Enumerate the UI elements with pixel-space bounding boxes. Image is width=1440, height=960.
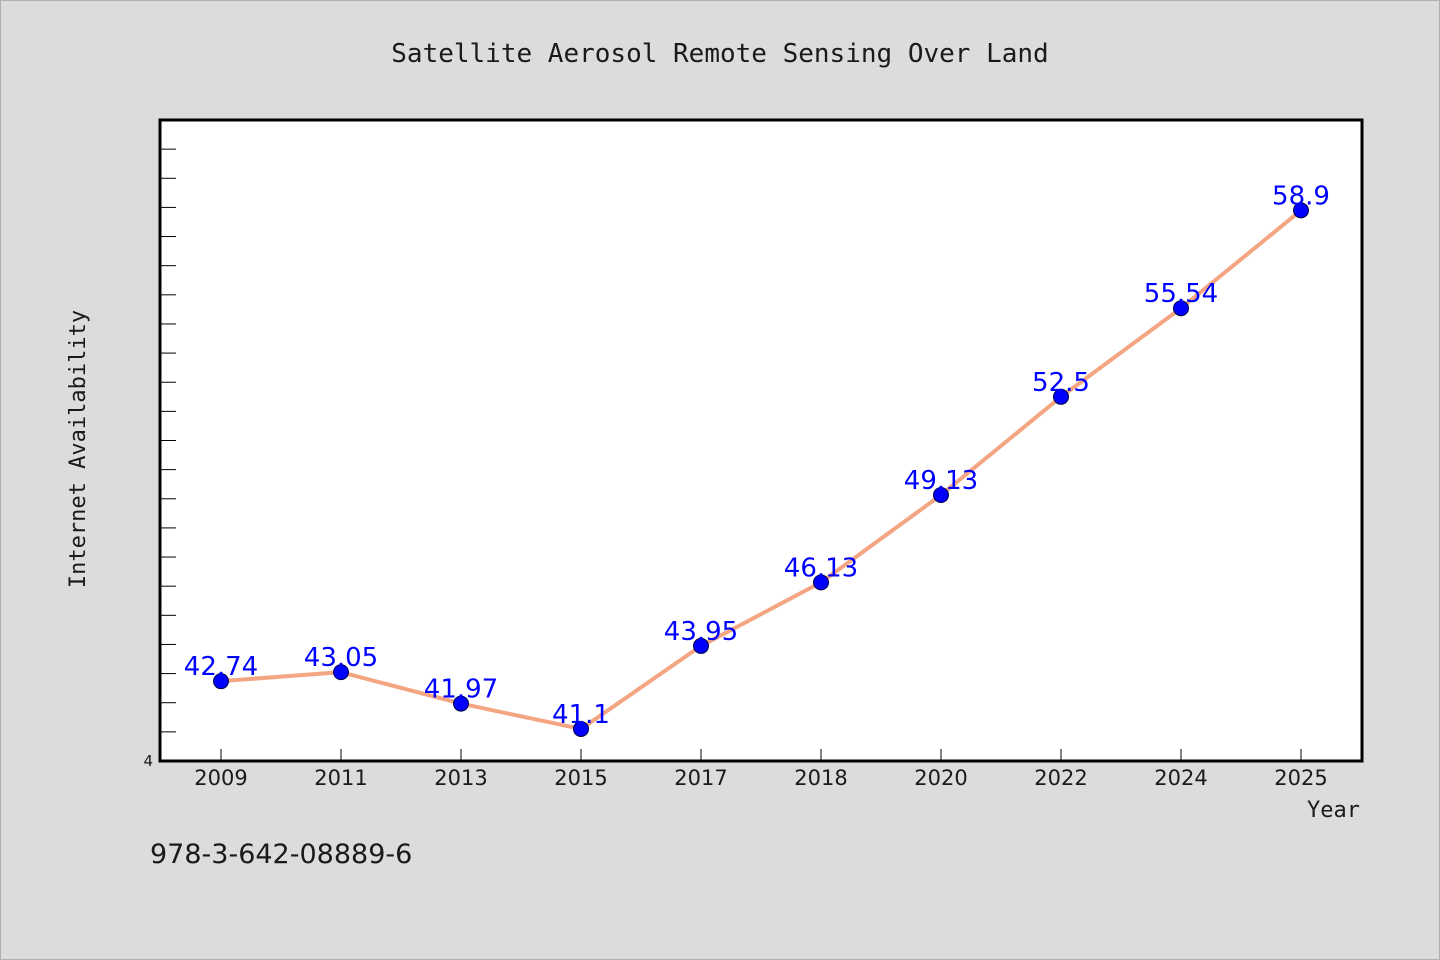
data-point-label: 43.95 xyxy=(664,617,738,647)
data-point-label: 52.5 xyxy=(1032,368,1090,398)
data-point-marker xyxy=(1053,388,1069,405)
data-point-marker xyxy=(453,695,469,712)
chart-title: Satellite Aerosol Remote Sensing Over La… xyxy=(391,39,1048,69)
data-point-label: 58.9 xyxy=(1272,181,1330,211)
data-point-marker xyxy=(573,720,589,737)
data-point-label: 49.13 xyxy=(904,466,978,496)
x-axis-label: Year xyxy=(1307,798,1360,823)
x-tick-label: 2011 xyxy=(314,766,367,790)
x-tick-label: 2024 xyxy=(1154,766,1207,790)
x-tick-label: 2015 xyxy=(554,766,607,790)
data-point-label: 41.1 xyxy=(552,700,610,730)
data-point-label: 41.97 xyxy=(424,675,498,705)
data-point-marker xyxy=(693,637,709,654)
y-axis-ticks: 4 xyxy=(143,148,176,770)
y-axis-label: Internet Availability xyxy=(66,310,91,588)
data-point-label: 46.13 xyxy=(784,553,858,583)
data-markers xyxy=(213,202,1309,737)
x-tick-label: 2020 xyxy=(914,766,967,790)
y-tick-label: 4 xyxy=(143,752,153,770)
data-point-label: 55.54 xyxy=(1144,279,1218,309)
data-point-marker xyxy=(933,486,949,503)
data-point-marker xyxy=(1173,300,1189,317)
data-labels: 42.74 43.05 41.97 41.1 43.95 46.13 49.13 52.5 55… xyxy=(184,181,1330,730)
data-point-marker xyxy=(333,664,349,681)
data-point-marker xyxy=(813,574,829,591)
x-axis-ticks: 2009 2011 2013 2015 2017 2018 2020 2022 2024 2025 xyxy=(194,749,1328,790)
data-point-label: 43.05 xyxy=(304,643,378,673)
x-tick-label: 2018 xyxy=(794,766,847,790)
data-point-label: 42.74 xyxy=(184,652,258,682)
footnote-isbn: 978-3-642-08889-6 xyxy=(150,839,412,870)
x-tick-label: 2025 xyxy=(1274,766,1327,790)
data-point-marker xyxy=(1293,202,1309,219)
data-point-marker xyxy=(213,673,229,690)
x-tick-label: 2022 xyxy=(1034,766,1087,790)
plot-area xyxy=(158,118,1364,763)
series-line-group xyxy=(219,208,1303,731)
series-line xyxy=(219,208,1303,731)
x-tick-label: 2013 xyxy=(434,766,487,790)
x-tick-label: 2017 xyxy=(674,766,727,790)
x-tick-label: 2009 xyxy=(194,766,247,790)
